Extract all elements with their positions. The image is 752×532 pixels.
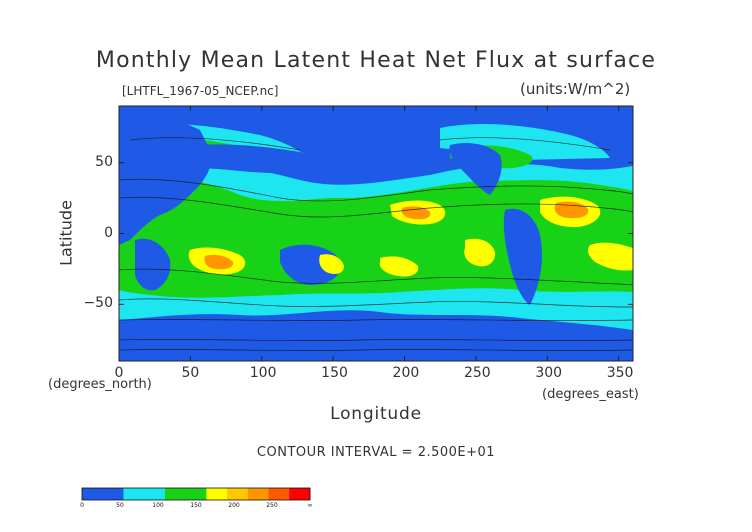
colorbar-label-50: 50 xyxy=(116,502,124,509)
x-tick-350: 350 xyxy=(606,365,634,381)
y-tick-minus50: −50 xyxy=(83,295,113,312)
x-tick-100: 100 xyxy=(249,365,277,381)
x-tick-200: 200 xyxy=(392,365,420,381)
colorbar-label-100: 100 xyxy=(152,502,164,509)
axis-ticks xyxy=(118,106,633,361)
file-label: [LHTFL_1967-05_NCEP.nc] xyxy=(122,84,279,98)
x-tick-0: 0 xyxy=(114,365,124,381)
colorbar-label-250: 250 xyxy=(266,502,278,509)
colorbar-swatch xyxy=(123,488,145,500)
colorbar-label-0: 0 xyxy=(80,502,84,509)
colorbar-swatch xyxy=(102,488,124,500)
colorbar-swatch xyxy=(247,488,270,500)
contour-lines xyxy=(119,137,633,351)
colorbar-swatch xyxy=(144,488,166,500)
colorbar-label-inf: ∞ xyxy=(307,502,313,509)
colorbar-swatch xyxy=(268,488,290,500)
x-tick-150: 150 xyxy=(321,365,348,381)
contour-interval-label: CONTOUR INTERVAL = 2.500E+01 xyxy=(256,445,496,460)
x-tick-50: 50 xyxy=(181,365,200,381)
colorbar-swatch xyxy=(206,488,228,500)
y-tick-0: 0 xyxy=(104,224,113,241)
colorbar-swatch xyxy=(82,488,104,500)
x-tick-250: 250 xyxy=(463,365,491,381)
units-label: (units:W/m^2) xyxy=(520,80,631,98)
colorbar-swatch xyxy=(289,488,311,500)
x-tick-300: 300 xyxy=(535,365,563,381)
colorbar-label-150: 150 xyxy=(190,502,202,509)
colorbar xyxy=(81,487,311,501)
colorbar-label-200: 200 xyxy=(228,502,240,509)
colorbar-swatch xyxy=(185,488,207,500)
landmasses xyxy=(119,110,633,361)
colorbar-swatch xyxy=(164,488,187,500)
map-title: Monthly Mean Latent Heat Net Flux at sur… xyxy=(95,48,657,73)
y-tick-50: 50 xyxy=(95,153,113,170)
colorbar-swatch xyxy=(227,488,249,500)
x-axis-unit: (degrees_east) xyxy=(542,387,639,402)
colorbar-frame xyxy=(81,487,311,501)
x-axis-title: Longitude xyxy=(330,404,422,424)
y-axis-unit: (degrees_north) xyxy=(48,377,152,392)
